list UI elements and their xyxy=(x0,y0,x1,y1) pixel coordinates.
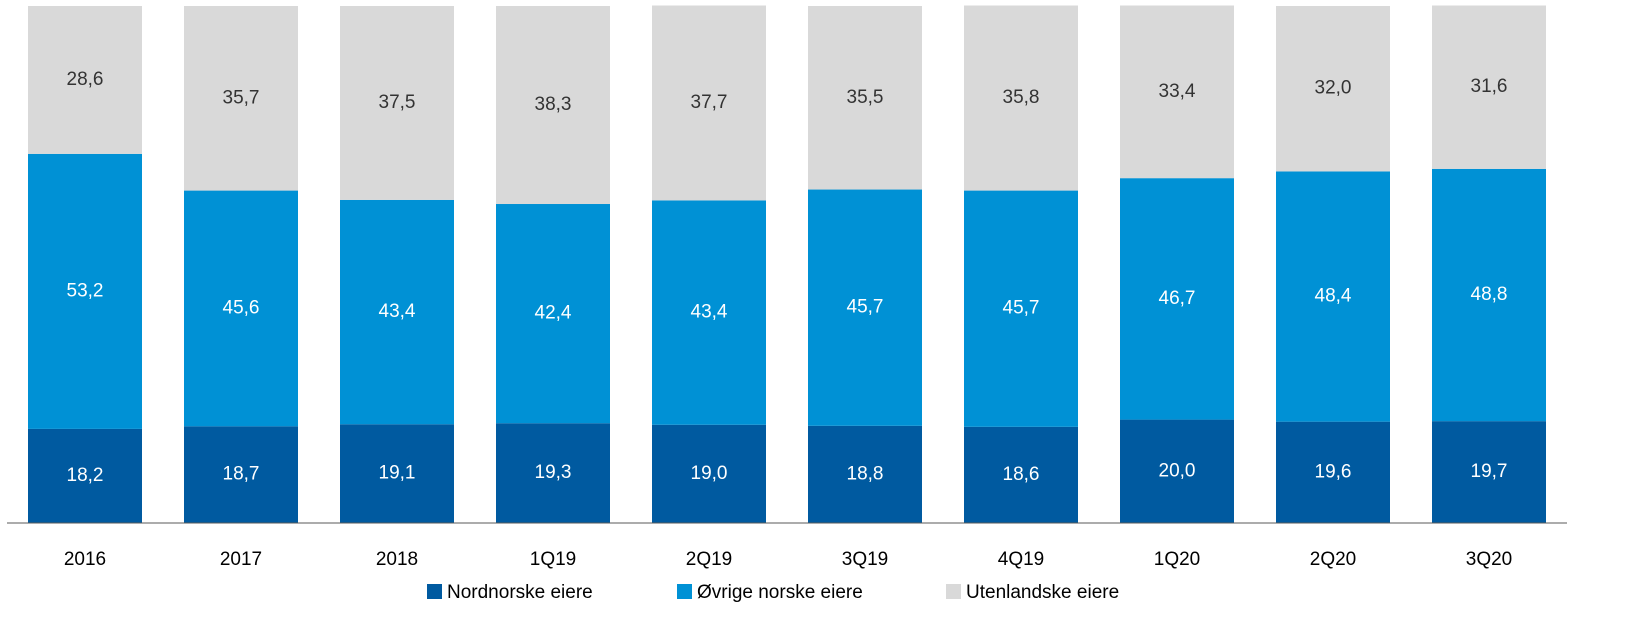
bar-segment xyxy=(184,6,298,191)
x-tick-label: 2016 xyxy=(64,549,106,570)
bar-segment xyxy=(652,200,766,425)
x-tick-label: 1Q20 xyxy=(1154,549,1200,570)
data-label: 19,1 xyxy=(379,463,416,484)
data-label: 18,6 xyxy=(1003,464,1040,485)
bar-segment xyxy=(496,6,610,205)
x-tick-label: 2Q19 xyxy=(686,549,732,570)
bar-segment xyxy=(340,424,454,523)
bar-segment xyxy=(1276,421,1390,523)
bar-segment xyxy=(964,426,1078,523)
bar-segment xyxy=(1432,5,1546,169)
bar-segment xyxy=(808,189,922,426)
legend-swatch xyxy=(946,584,961,599)
data-label: 18,7 xyxy=(223,464,260,485)
data-label: 20,0 xyxy=(1159,460,1196,481)
data-label: 42,4 xyxy=(535,303,572,324)
data-label: 18,8 xyxy=(847,463,884,484)
bar-segment xyxy=(28,428,142,523)
bar-segment xyxy=(1120,419,1234,523)
legend-label: Nordnorske eiere xyxy=(447,582,593,603)
data-label: 38,3 xyxy=(535,94,572,115)
data-label: 19,0 xyxy=(691,463,728,484)
legend-label: Øvrige norske eiere xyxy=(697,582,863,603)
bar-segment xyxy=(496,204,610,424)
bar-segment xyxy=(184,426,298,523)
bar-segment xyxy=(496,423,610,523)
data-label: 19,6 xyxy=(1315,461,1352,482)
bar-segment xyxy=(340,6,454,200)
data-label: 33,4 xyxy=(1159,81,1196,102)
bar-segment xyxy=(1276,6,1390,172)
data-label: 31,6 xyxy=(1471,76,1508,97)
data-label: 43,4 xyxy=(379,301,416,322)
data-label: 19,7 xyxy=(1471,461,1508,482)
data-label: 45,7 xyxy=(1003,298,1040,319)
bar-segment xyxy=(652,424,766,523)
data-label: 43,4 xyxy=(691,302,728,323)
data-label: 19,3 xyxy=(535,462,572,483)
legend-swatch xyxy=(677,584,692,599)
x-tick-label: 2018 xyxy=(376,549,418,570)
data-label: 18,2 xyxy=(67,465,104,486)
data-label: 35,7 xyxy=(223,87,260,108)
x-tick-label: 3Q19 xyxy=(842,549,888,570)
bar-segment xyxy=(964,5,1078,191)
data-label: 32,0 xyxy=(1315,78,1352,99)
data-label: 28,6 xyxy=(67,69,104,90)
data-label: 53,2 xyxy=(67,280,104,301)
bar-segment xyxy=(1120,178,1234,420)
data-label: 35,8 xyxy=(1003,87,1040,108)
x-tick-label: 2Q20 xyxy=(1310,549,1356,570)
bar-segment xyxy=(1276,171,1390,422)
legend-label: Utenlandske eiere xyxy=(966,582,1119,603)
bar-segment xyxy=(1432,168,1546,422)
data-label: 48,4 xyxy=(1315,286,1352,307)
bar-segment xyxy=(28,153,142,429)
bar-segment xyxy=(340,199,454,425)
bar-segment xyxy=(808,6,922,190)
x-tick-label: 4Q19 xyxy=(998,549,1044,570)
bar-segment xyxy=(808,425,922,523)
bar-segment xyxy=(1120,5,1234,179)
x-tick-label: 1Q19 xyxy=(530,549,576,570)
data-label: 46,7 xyxy=(1159,288,1196,309)
bar-segment xyxy=(28,6,142,154)
x-tick-label: 3Q20 xyxy=(1466,549,1512,570)
data-label: 37,7 xyxy=(691,92,728,113)
data-label: 45,6 xyxy=(223,297,260,318)
data-label: 37,5 xyxy=(379,92,416,113)
x-tick-label: 2017 xyxy=(220,549,262,570)
data-label: 35,5 xyxy=(847,87,884,108)
bar-segment xyxy=(184,190,298,427)
bar-segment xyxy=(964,190,1078,427)
data-label: 45,7 xyxy=(847,297,884,318)
bar-segment xyxy=(652,5,766,201)
legend-swatch xyxy=(427,584,442,599)
bar-segment xyxy=(1432,421,1546,523)
data-label: 48,8 xyxy=(1471,284,1508,305)
